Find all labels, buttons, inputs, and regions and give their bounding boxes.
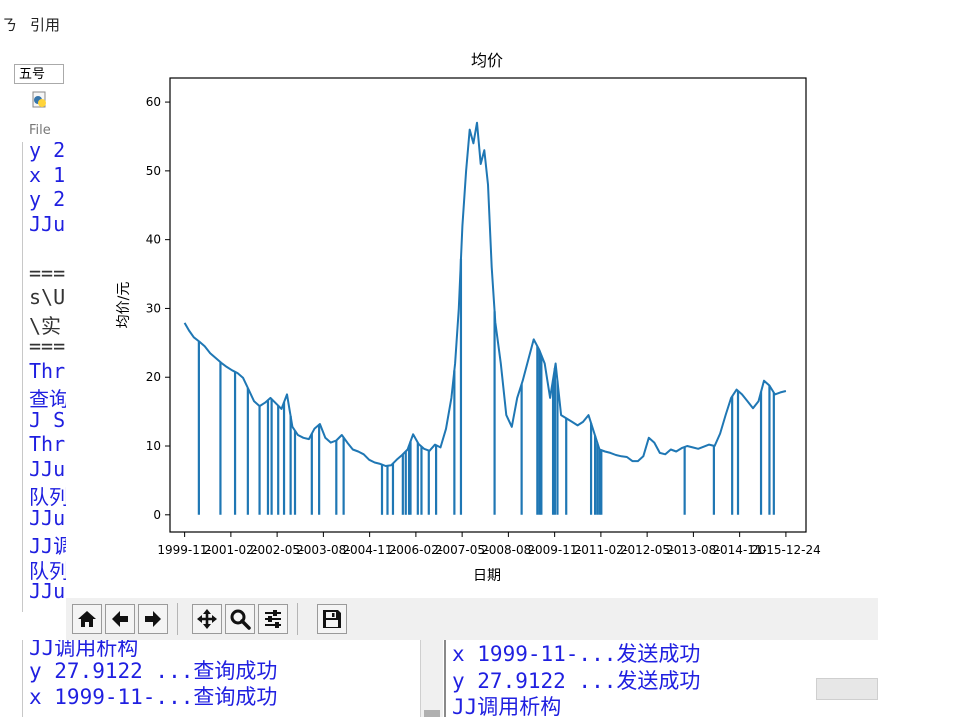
console-line: x 1999-11-...发送成功 xyxy=(452,642,701,666)
line-chart: 均价 0 10 20 30 40 50 60 1999-11-2001-02-2002-05… xyxy=(116,51,821,584)
y-tick-label: 40 xyxy=(146,233,161,247)
x-tick-label: 2014-11- xyxy=(712,543,766,557)
file-menu-label[interactable]: File xyxy=(29,123,51,138)
menu-item-references[interactable]: 引用 xyxy=(30,16,61,34)
console-line: JJ调用析构 xyxy=(452,695,562,717)
zoom-button[interactable] xyxy=(225,604,255,634)
editor-line: s\U xyxy=(29,285,66,309)
sliders-icon xyxy=(265,610,281,628)
editor-line: J S xyxy=(29,407,66,432)
x-tick-label: 2003-08- xyxy=(296,543,350,557)
x-tick-label: 2009-11- xyxy=(527,543,581,557)
back-button[interactable] xyxy=(105,604,135,634)
console-scrollbar[interactable] xyxy=(420,640,443,717)
editor-line: 队列 xyxy=(29,485,67,509)
move-icon xyxy=(197,609,217,629)
editor-line: 查询 xyxy=(29,387,67,411)
editor-line: y 2 xyxy=(29,187,66,211)
floppy-disk-icon xyxy=(323,610,341,628)
font-size-select[interactable]: 五号 xyxy=(14,64,64,84)
x-tick-label: 2007-05- xyxy=(435,543,489,557)
editor-line: === xyxy=(29,334,66,358)
editor-line: JJu xyxy=(29,456,66,481)
editor-line: x 1 xyxy=(29,162,66,187)
console-line: JJ调用析构 xyxy=(29,640,139,660)
save-button[interactable] xyxy=(317,604,347,634)
x-tick-label: 2015-12-24 xyxy=(751,543,821,557)
console-output-left: JJ调用析构 y 27.9122 ...查询成功 x 1999-11-...查询… xyxy=(22,640,421,717)
arrow-left-icon xyxy=(112,611,128,627)
price-line-series xyxy=(183,121,787,467)
figure-canvas[interactable]: 均价 0 10 20 30 40 50 60 1999-11- 2001-02- 2002-05… xyxy=(66,0,878,640)
background-menubar: ㄋ 引用 xyxy=(0,0,66,58)
x-tick-label: 2008-08- xyxy=(481,543,535,557)
magnifier-icon xyxy=(230,609,251,630)
y-tick-label: 60 xyxy=(146,95,161,109)
toolbar-separator xyxy=(297,603,298,635)
python-file-icon[interactable] xyxy=(31,91,49,109)
forward-button[interactable] xyxy=(138,604,168,634)
editor-line: JJu xyxy=(29,579,66,603)
x-tick-label: 2006-02- xyxy=(389,543,443,557)
x-tick-label: 2011-02- xyxy=(574,543,628,557)
chart-title: 均价 xyxy=(471,51,503,70)
editor-line: JJu xyxy=(29,211,66,236)
x-tick-label: 1999-11- xyxy=(157,543,211,557)
home-button[interactable] xyxy=(72,604,102,634)
y-tick-label: 20 xyxy=(146,370,161,384)
editor-line: \实 xyxy=(29,313,62,338)
y-tick-label: 30 xyxy=(146,301,161,315)
editor-line: === xyxy=(29,260,66,285)
console-output-right: x 1999-11-...发送成功 y 27.9122 ...发送成功 JJ调用… xyxy=(444,640,818,717)
pan-button[interactable] xyxy=(192,604,222,634)
x-tick-label: 2002-05- xyxy=(250,543,304,557)
editor-line: y 2 xyxy=(29,142,66,162)
editor-line: 队列 xyxy=(29,558,67,583)
background-window-edge xyxy=(816,678,878,700)
x-tick-label: 2012-05- xyxy=(620,543,674,557)
y-tick-label: 0 xyxy=(153,508,161,522)
plot-toolbar xyxy=(66,598,878,640)
x-axis-label: 日期 xyxy=(473,568,501,584)
x-tick-label: 2001-02- xyxy=(204,543,258,557)
x-tick-label: 2004-11- xyxy=(342,543,396,557)
editor-line: JJu xyxy=(29,505,66,530)
scrollbar-thumb[interactable] xyxy=(424,710,440,717)
home-icon xyxy=(78,611,96,627)
toolbar-separator xyxy=(177,603,178,635)
font-size-value: 五号 xyxy=(19,67,46,82)
editor-line: Thr xyxy=(29,432,66,456)
y-axis-label: 均价/元 xyxy=(116,282,132,329)
x-tick-label: 2013-08- xyxy=(666,543,720,557)
arrow-right-icon xyxy=(145,611,161,627)
editor-line: Thr xyxy=(29,358,66,383)
axes-frame xyxy=(169,77,807,533)
configure-subplots-button[interactable] xyxy=(258,604,288,634)
console-line: y 27.9122 ...发送成功 xyxy=(452,669,701,693)
menu-item-partial[interactable]: ㄋ xyxy=(2,16,18,34)
console-line: y 27.9122 ...查询成功 xyxy=(29,659,278,683)
y-tick-label: 10 xyxy=(146,439,161,453)
y-tick-label: 50 xyxy=(146,164,161,178)
console-line: x 1999-11-...查询成功 xyxy=(29,685,278,709)
editor-line: JJ调 xyxy=(29,534,67,558)
